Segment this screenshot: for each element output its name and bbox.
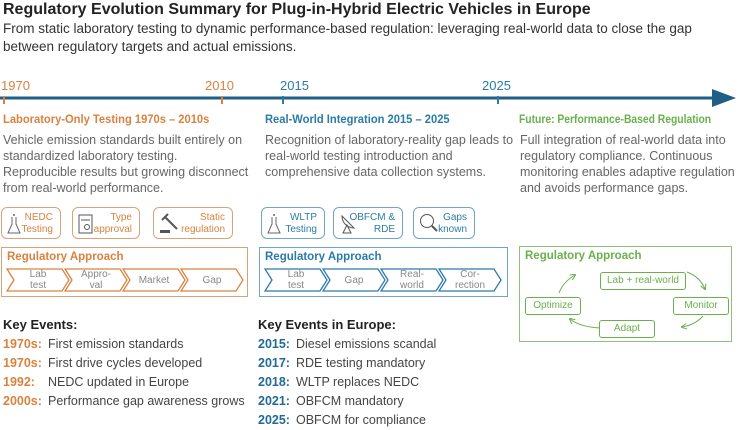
timeline-arrow <box>0 89 736 107</box>
cycle-node: Lab + real-world <box>600 272 686 290</box>
event-text: Diesel emissions scandal <box>296 337 437 351</box>
process-step: Gap <box>180 268 244 292</box>
page-title: Regulatory Evolution Summary for Plug-in… <box>3 1 591 18</box>
process-step: Lab test <box>6 268 70 292</box>
flask-icon <box>267 214 281 234</box>
regulatory-approach-future: Regulatory Approach Lab + real-world Mon… <box>519 246 732 342</box>
process-step: Real-world <box>380 268 444 292</box>
icon-card: Type approval <box>72 207 140 239</box>
section-heading-realworld: Real-World Integration 2015 – 2025 <box>265 112 450 126</box>
process-step: Cor-rection <box>438 268 502 292</box>
cycle-node: Adapt <box>599 320 655 338</box>
cycle-arrows <box>558 271 733 343</box>
key-event: 2017: RDE testing mandatory <box>258 354 436 373</box>
certificate-icon <box>78 214 93 234</box>
key-events-lab: Key Events: 1970s: First emission standar… <box>3 317 245 411</box>
year-label: 2010 <box>205 78 234 93</box>
event-year: 2025: <box>258 413 290 427</box>
section-heading-lab: Laboratory-Only Testing 1970s – 2010s <box>3 112 210 126</box>
event-year: 1970s: <box>3 356 42 370</box>
event-year: 2018: <box>258 375 290 389</box>
icon-card: Gaps known <box>413 207 475 239</box>
event-text: Performance gap awareness grows <box>48 394 245 408</box>
key-event: 2015: Diesel emissions scandal <box>258 335 436 354</box>
key-event: 2021: OBFCM mandatory <box>258 392 436 411</box>
section-description: Full integration of real-world data into… <box>520 133 735 195</box>
gavel-icon <box>160 213 178 233</box>
event-text: RDE testing mandatory <box>296 356 426 370</box>
year-label: 2025 <box>482 78 511 93</box>
process-step: Gap <box>322 268 386 292</box>
key-event: 1992: NEDC updated in Europe <box>3 373 245 392</box>
event-text: OBFCM for compliance <box>296 413 426 427</box>
process-step: Appro-val <box>64 268 128 292</box>
regulatory-approach-realworld: Regulatory Approach Lab test Gap Real-wo… <box>259 247 508 297</box>
event-year: 1992: <box>3 375 35 389</box>
event-year: 2000s: <box>3 394 42 408</box>
process-step: Lab test <box>264 268 328 292</box>
icon-card: NEDC Testing <box>1 207 61 239</box>
key-event: 1970s: First emission standards <box>3 335 245 354</box>
event-text: WLTP replaces NEDC <box>296 375 420 389</box>
icon-card: OBFCM & RDE <box>333 207 403 239</box>
event-year: 1970s: <box>3 337 42 351</box>
year-tick <box>282 96 284 104</box>
section-description: Vehicle emission standards built entirel… <box>3 133 249 195</box>
icon-card: WLTP Testing <box>261 207 325 239</box>
event-year: 2021: <box>258 394 290 408</box>
year-label: 2015 <box>280 78 309 93</box>
process-step: Market <box>122 268 186 292</box>
icon-card: Static regulation <box>153 207 233 239</box>
key-event: 1970s: First drive cycles developed <box>3 354 245 373</box>
magnifier-icon <box>420 214 438 232</box>
key-events-europe: Key Events in Europe: 2015: Diesel emissi… <box>258 317 436 430</box>
page-subtitle: From static laboratory testing to dynami… <box>3 21 692 54</box>
cycle-node: Monitor <box>673 297 729 315</box>
satellite-dish-icon <box>341 214 356 234</box>
regulatory-approach-lab: Regulatory Approach Lab test Appro-val M… <box>1 247 248 297</box>
year-tick <box>3 96 5 104</box>
key-event: 2018: WLTP replaces NEDC <box>258 373 436 392</box>
year-label: 1970 <box>1 78 30 93</box>
event-text: OBFCM mandatory <box>296 394 404 408</box>
year-tick <box>221 96 223 104</box>
flask-icon <box>7 214 21 234</box>
section-heading-future: Future: Performance-Based Regulation <box>519 112 712 126</box>
event-year: 2017: <box>258 356 290 370</box>
section-description: Recognition of laboratory-reality gap le… <box>265 133 514 179</box>
cycle-node: Optimize <box>525 297 581 315</box>
key-event: 2025: OBFCM for compliance <box>258 411 436 430</box>
key-event: 2000s: Performance gap awareness grows <box>3 392 245 411</box>
event-text: NEDC updated in Europe <box>48 375 190 389</box>
event-year: 2015: <box>258 337 290 351</box>
year-tick <box>497 96 499 104</box>
event-text: First drive cycles developed <box>48 356 203 370</box>
event-text: First emission standards <box>48 337 184 351</box>
